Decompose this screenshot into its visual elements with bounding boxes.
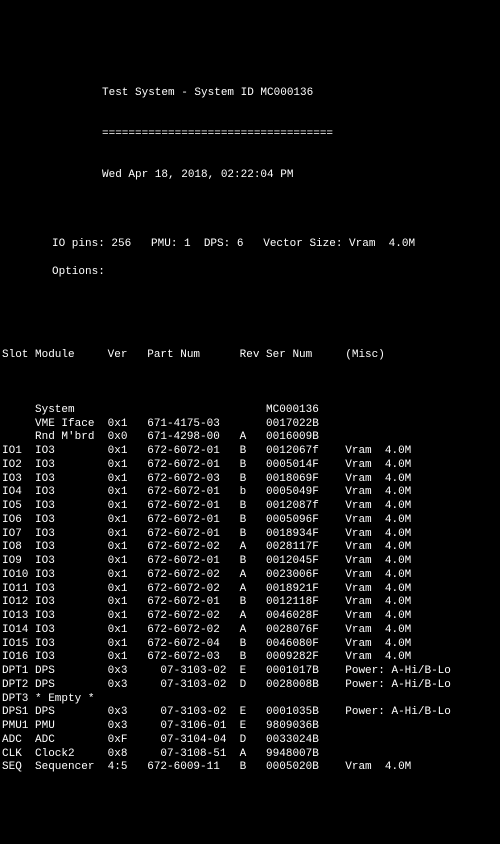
table-row: IO10 IO3 0x1 672-6072-02 A 0023006F Vram… — [2, 569, 498, 583]
table-row: IO15 IO3 0x1 672-6072-04 B 0046080F Vram… — [2, 638, 498, 652]
table-row: VME Iface 0x1 671-4175-03 0017022B — [2, 418, 498, 432]
table-row: System MC000136 — [2, 404, 498, 418]
table-row: IO13 IO3 0x1 672-6072-02 A 0046028F Vram… — [2, 610, 498, 624]
info-line-2: Options: — [2, 266, 498, 280]
table-row: PMU1 PMU 0x3 07-3106-01 E 9809036B — [2, 720, 498, 734]
table-row: IO8 IO3 0x1 672-6072-02 A 0028117F Vram … — [2, 541, 498, 555]
blank-line — [2, 293, 498, 307]
system-title: Test System - System ID MC000136 — [2, 87, 498, 101]
table-row: SEQ Sequencer 4:5 672-6009-11 B 0005020B… — [2, 761, 498, 775]
blank-line — [2, 321, 498, 335]
table-row: IO16 IO3 0x1 672-6072-03 B 0009282F Vram… — [2, 651, 498, 665]
table-row: ADC ADC 0xF 07-3104-04 D 0033024B — [2, 734, 498, 748]
separator-line: =================================== — [2, 128, 498, 142]
table-row: IO3 IO3 0x1 672-6072-03 B 0018069F Vram … — [2, 473, 498, 487]
datetime-line: Wed Apr 18, 2018, 02:22:04 PM — [2, 169, 498, 183]
table-row: IO2 IO3 0x1 672-6072-01 B 0005014F Vram … — [2, 459, 498, 473]
table-row: IO7 IO3 0x1 672-6072-01 B 0018934F Vram … — [2, 528, 498, 542]
blank-line — [2, 210, 498, 224]
table-row: DPT3 * Empty * — [2, 693, 498, 707]
table-row: IO12 IO3 0x1 672-6072-01 B 0012118F Vram… — [2, 596, 498, 610]
table-row: IO5 IO3 0x1 672-6072-01 B 0012087f Vram … — [2, 500, 498, 514]
table-row: IO4 IO3 0x1 672-6072-01 b 0005049F Vram … — [2, 486, 498, 500]
table-row: IO14 IO3 0x1 672-6072-02 A 0028076F Vram… — [2, 624, 498, 638]
table-row: IO11 IO3 0x1 672-6072-02 A 0018921F Vram… — [2, 583, 498, 597]
table-row: CLK Clock2 0x8 07-3108-51 A 9948007B — [2, 748, 498, 762]
info-line-1: IO pins: 256 PMU: 1 DPS: 6 Vector Size: … — [2, 238, 498, 252]
column-headers: Slot Module Ver Part Num Rev Ser Num (Mi… — [2, 349, 498, 363]
table-row: DPS1 DPS 0x3 07-3103-02 E 0001035B Power… — [2, 706, 498, 720]
table-row: IO9 IO3 0x1 672-6072-01 B 0012045F Vram … — [2, 555, 498, 569]
table-row: DPT2 DPS 0x3 07-3103-02 D 0028008B Power… — [2, 679, 498, 693]
table-row: IO1 IO3 0x1 672-6072-01 B 0012067f Vram … — [2, 445, 498, 459]
table-row: Rnd M'brd 0x0 671-4298-00 A 0016009B — [2, 431, 498, 445]
table-row: DPT1 DPS 0x3 07-3103-02 E 0001017B Power… — [2, 665, 498, 679]
table-row: IO6 IO3 0x1 672-6072-01 B 0005096F Vram … — [2, 514, 498, 528]
blank-line — [2, 376, 498, 390]
data-table-body: System MC000136 VME Iface 0x1 671-4175-0… — [2, 404, 498, 775]
